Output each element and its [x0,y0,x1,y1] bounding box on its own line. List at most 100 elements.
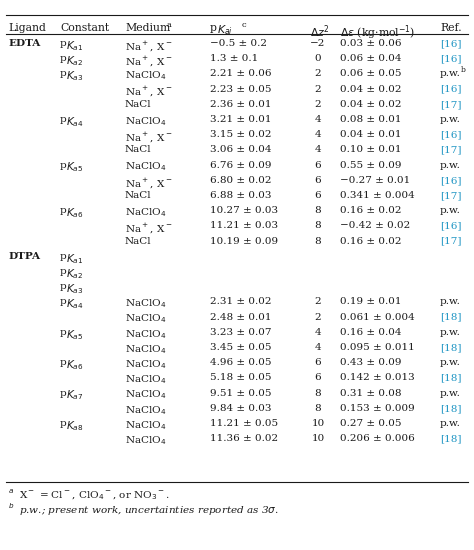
Text: p.w.: p.w. [440,115,461,124]
Text: 4: 4 [315,145,321,155]
Text: 6.88 ± 0.03: 6.88 ± 0.03 [210,191,272,200]
Text: $^b$: $^b$ [8,504,14,513]
Text: NaClO$_4$: NaClO$_4$ [125,115,166,128]
Text: NaCl: NaCl [125,191,152,200]
Text: NaClO$_4$: NaClO$_4$ [125,389,166,402]
Text: 0.061 ± 0.004: 0.061 ± 0.004 [340,312,415,322]
Text: 3.06 ± 0.04: 3.06 ± 0.04 [210,145,272,155]
Text: 6: 6 [315,161,321,169]
Text: NaClO$_4$: NaClO$_4$ [125,343,166,356]
Text: p: p [60,419,67,428]
Text: p.w.: p.w. [440,358,461,367]
Text: p.w.: p.w. [440,161,461,169]
Text: a: a [167,21,172,29]
Text: $K_{a2}$: $K_{a2}$ [66,54,83,68]
Text: 10.27 ± 0.03: 10.27 ± 0.03 [210,206,278,215]
Text: Medium: Medium [125,23,170,33]
Text: [16]: [16] [440,176,462,185]
Text: $K_{a1}$: $K_{a1}$ [66,39,83,53]
Text: 10: 10 [311,434,325,443]
Text: 5.18 ± 0.05: 5.18 ± 0.05 [210,373,272,382]
Text: 1.3 ± 0.1: 1.3 ± 0.1 [210,54,258,63]
Text: [16]: [16] [440,54,462,63]
Text: $K_{a7}$: $K_{a7}$ [66,389,83,403]
Text: NaClO$_4$: NaClO$_4$ [125,161,166,173]
Text: 0.16 ± 0.02: 0.16 ± 0.02 [340,206,401,215]
Text: p: p [60,389,67,398]
Text: 9.84 ± 0.03: 9.84 ± 0.03 [210,404,272,413]
Text: 0.341 ± 0.004: 0.341 ± 0.004 [340,191,415,200]
Text: 0.153 ± 0.009: 0.153 ± 0.009 [340,404,415,413]
Text: Ref.: Ref. [440,23,462,33]
Text: [18]: [18] [440,373,462,382]
Text: p.w.: p.w. [440,328,461,337]
Text: NaCl: NaCl [125,145,152,155]
Text: NaClO$_4$: NaClO$_4$ [125,298,166,310]
Text: Na$^+$, X$^-$: Na$^+$, X$^-$ [125,85,173,98]
Text: 4: 4 [315,130,321,139]
Text: −0.42 ± 0.02: −0.42 ± 0.02 [340,222,410,230]
Text: $K_{a3}$: $K_{a3}$ [66,69,83,83]
Text: NaClO$_4$: NaClO$_4$ [125,69,166,82]
Text: Na$^+$, X$^-$: Na$^+$, X$^-$ [125,176,173,190]
Text: p: p [60,39,67,48]
Text: NaClO$_4$: NaClO$_4$ [125,404,166,416]
Text: 6: 6 [315,176,321,185]
Text: p: p [60,69,67,79]
Text: 2: 2 [315,298,321,306]
Text: 2.48 ± 0.01: 2.48 ± 0.01 [210,312,272,322]
Text: [18]: [18] [440,312,462,322]
Text: 2.36 ± 0.01: 2.36 ± 0.01 [210,100,272,109]
Text: 2: 2 [315,100,321,109]
Text: c: c [242,21,246,29]
Text: NaClO$_4$: NaClO$_4$ [125,206,166,219]
Text: −2: −2 [310,39,326,48]
Text: X$^-$ = Cl$^-$, ClO$_4$$^-$, or NO$_3$$^-$.: X$^-$ = Cl$^-$, ClO$_4$$^-$, or NO$_3$$^… [19,489,170,502]
Text: $K_{a5}$: $K_{a5}$ [66,328,83,342]
Text: [18]: [18] [440,343,462,352]
Text: 3.45 ± 0.05: 3.45 ± 0.05 [210,343,272,352]
Text: 11.21 ± 0.03: 11.21 ± 0.03 [210,222,278,230]
Text: p: p [60,358,67,367]
Text: [16]: [16] [440,222,462,230]
Text: 8: 8 [315,404,321,413]
Text: p: p [60,115,67,124]
Text: p: p [60,328,67,337]
Text: 10: 10 [311,419,325,428]
Text: p: p [60,298,67,306]
Text: 0.03 ± 0.06: 0.03 ± 0.06 [340,39,401,48]
Text: 0.206 ± 0.006: 0.206 ± 0.006 [340,434,415,443]
Text: 0: 0 [315,54,321,63]
Text: p: p [210,23,217,33]
Text: 6: 6 [315,191,321,200]
Text: 2.23 ± 0.05: 2.23 ± 0.05 [210,85,272,94]
Text: 0.08 ± 0.01: 0.08 ± 0.01 [340,115,401,124]
Text: 6.76 ± 0.09: 6.76 ± 0.09 [210,161,272,169]
Text: Constant: Constant [60,23,109,33]
Text: DTPA: DTPA [8,252,40,261]
Text: [16]: [16] [440,39,462,48]
Text: $K_{a6}$: $K_{a6}$ [66,206,83,220]
Text: 0.16 ± 0.04: 0.16 ± 0.04 [340,328,401,337]
Text: 11.21 ± 0.05: 11.21 ± 0.05 [210,419,278,428]
Text: 0.142 ± 0.013: 0.142 ± 0.013 [340,373,415,382]
Text: 8: 8 [315,236,321,246]
Text: $K_{a6}$: $K_{a6}$ [66,358,83,372]
Text: [18]: [18] [440,404,462,413]
Text: p: p [60,206,67,215]
Text: [16]: [16] [440,130,462,139]
Text: p: p [60,54,67,63]
Text: $K_{ai}$: $K_{ai}$ [217,23,233,37]
Text: [18]: [18] [440,434,462,443]
Text: p.w.: p.w. [440,298,461,306]
Text: NaClO$_4$: NaClO$_4$ [125,328,166,340]
Text: $\Delta z^2$: $\Delta z^2$ [310,23,329,40]
Text: 2: 2 [315,85,321,94]
Text: Na$^+$, X$^-$: Na$^+$, X$^-$ [125,130,173,144]
Text: 8: 8 [315,206,321,215]
Text: EDTA: EDTA [8,39,40,48]
Text: 10.19 ± 0.09: 10.19 ± 0.09 [210,236,278,246]
Text: 4: 4 [315,328,321,337]
Text: 11.36 ± 0.02: 11.36 ± 0.02 [210,434,278,443]
Text: 0.16 ± 0.02: 0.16 ± 0.02 [340,236,401,246]
